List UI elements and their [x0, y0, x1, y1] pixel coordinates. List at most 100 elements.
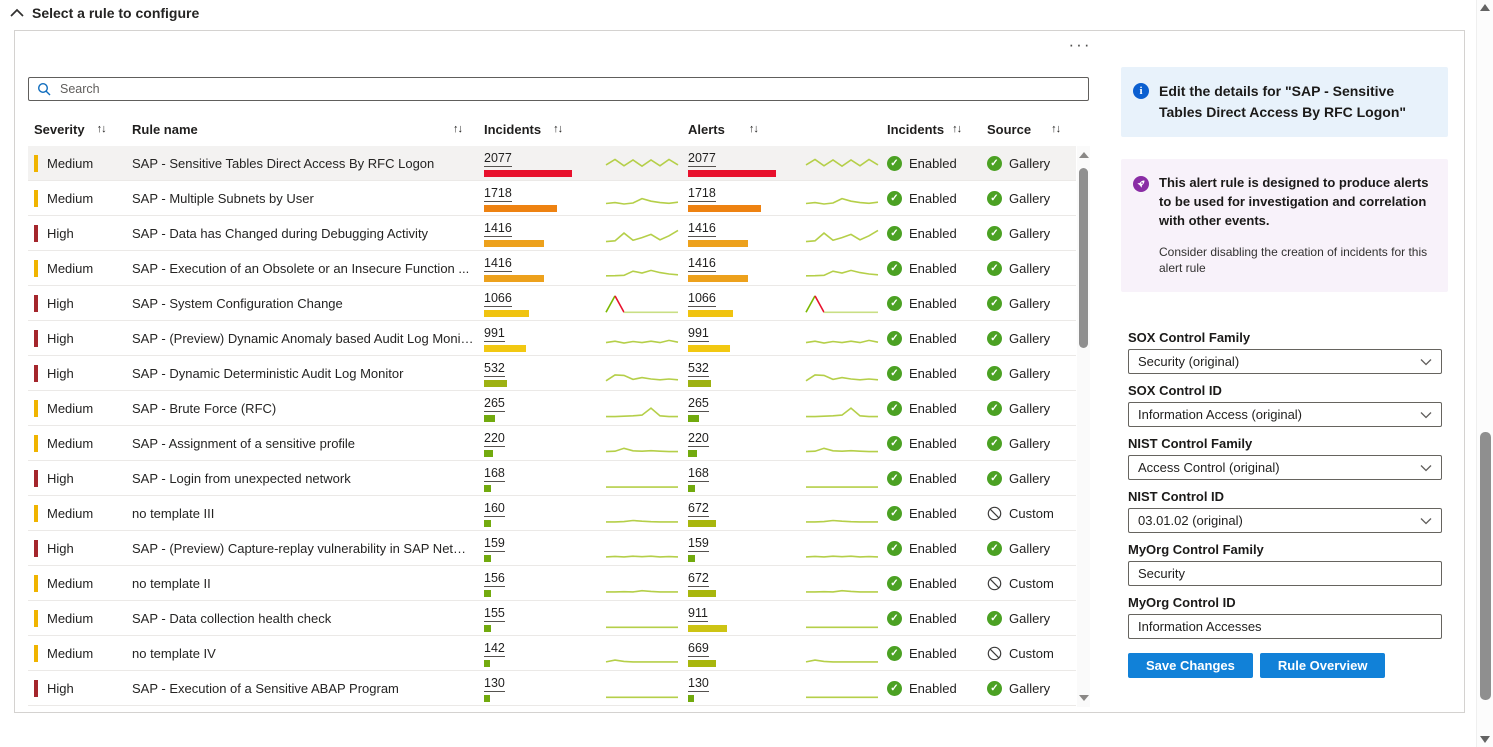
source-icon-slot: ✓	[987, 225, 1002, 241]
nist-control-family-label: NIST Control Family	[1128, 436, 1253, 452]
scroll-down-arrow-icon[interactable]	[1480, 736, 1490, 743]
table-row[interactable]: High SAP - (Preview) Capture-replay vuln…	[28, 531, 1076, 566]
table-row[interactable]: High SAP - Execution of a Sensitive ABAP…	[28, 671, 1076, 706]
search-input[interactable]	[58, 81, 1080, 97]
sort-icon[interactable]: ↑↓	[453, 123, 463, 135]
sox-control-family-dropdown[interactable]: Security (original)	[1128, 349, 1442, 375]
incidents-status-cell: ✓ Enabled	[887, 645, 987, 661]
incidents-sparkline	[602, 605, 688, 631]
nist-control-family-dropdown[interactable]: Access Control (original)	[1128, 455, 1442, 481]
incidents-sparkline	[602, 465, 688, 491]
scroll-down-arrow-icon[interactable]	[1079, 695, 1089, 701]
table-row[interactable]: Medium no template II 156 672 ✓ Enabled …	[28, 566, 1076, 601]
status-icon-slot: ✓	[887, 575, 902, 591]
table-scrollbar-thumb[interactable]	[1079, 168, 1088, 348]
column-header-incidents[interactable]: Incidents ↑↓	[484, 122, 602, 137]
control-fields: SOX Control Family Security (original) SOX…	[1128, 330, 1442, 640]
source-cell: ✓ Gallery	[987, 470, 1076, 486]
severity-cell: High	[28, 364, 132, 382]
source-icon-slot	[987, 506, 1002, 521]
incidents-status-cell: ✓ Enabled	[887, 155, 987, 171]
table-row[interactable]: Medium SAP - Multiple Subnets by User 17…	[28, 181, 1076, 216]
rule-name: SAP - Execution of an Obsolete or an Ins…	[132, 260, 470, 276]
table-row[interactable]: Medium SAP - Execution of an Obsolete or…	[28, 251, 1076, 286]
source-icon-slot: ✓	[987, 155, 1002, 171]
table-row[interactable]: High SAP - (Preview) Dynamic Anomaly bas…	[28, 321, 1076, 356]
incidents-value: 155	[484, 606, 505, 622]
sparkline-chart	[605, 339, 679, 344]
info-icon: i	[1133, 83, 1149, 99]
incidents-cell: 168	[484, 461, 602, 495]
table-row[interactable]: Medium no template IV 142 669 ✓ Enabled …	[28, 636, 1076, 671]
table-row[interactable]: Medium SAP - Sensitive Tables Direct Acc…	[28, 146, 1076, 181]
severity-cell: High	[28, 679, 132, 697]
sox-control-id-dropdown[interactable]: Information Access (original)	[1128, 402, 1442, 428]
sort-icon[interactable]: ↑↓	[553, 123, 563, 135]
incidents-cell: 160	[484, 496, 602, 530]
page-scrollbar-thumb[interactable]	[1480, 432, 1491, 700]
severity-cell: Medium	[28, 644, 132, 662]
column-header-severity[interactable]: Severity ↑↓	[28, 122, 132, 137]
table-row[interactable]: High SAP - System Configuration Change 1…	[28, 286, 1076, 321]
rule-overview-button[interactable]: Rule Overview	[1259, 653, 1386, 679]
gallery-check-icon: ✓	[987, 330, 1002, 346]
incidents-sparkline	[602, 255, 688, 281]
incidents-cell: 1718	[484, 181, 602, 215]
incidents-cell: 2077	[484, 146, 602, 180]
rules-table-body: Medium SAP - Sensitive Tables Direct Acc…	[28, 146, 1076, 707]
sort-icon[interactable]: ↑↓	[1051, 123, 1061, 135]
alerts-bar	[688, 590, 716, 597]
scroll-up-arrow-icon[interactable]	[1079, 152, 1089, 158]
sort-icon[interactable]: ↑↓	[748, 123, 759, 135]
incidents-cell: 142	[484, 636, 602, 670]
column-header-incidents-status[interactable]: Incidents ↑↓	[887, 122, 987, 137]
incidents-sparkline	[602, 570, 688, 596]
gallery-check-icon: ✓	[987, 260, 1002, 276]
rule-name: SAP - (Preview) Capture-replay vulnerabi…	[132, 540, 476, 556]
source-label: Custom	[1009, 505, 1054, 521]
alerts-sparkline	[802, 675, 887, 701]
collapse-chevron-icon[interactable]	[10, 8, 24, 18]
alerts-cell: 265	[688, 391, 802, 425]
more-options-button[interactable]: ···	[1068, 35, 1092, 54]
sort-icon[interactable]: ↑↓	[952, 123, 962, 135]
status-label: Enabled	[909, 470, 957, 486]
severity-label: High	[47, 680, 74, 696]
table-row[interactable]: High SAP - Data has Changed during Debug…	[28, 216, 1076, 251]
status-label: Enabled	[909, 505, 957, 521]
table-row[interactable]: Medium SAP - Assignment of a sensitive p…	[28, 426, 1076, 461]
enabled-check-icon: ✓	[887, 225, 902, 241]
save-changes-button[interactable]: Save Changes	[1128, 653, 1253, 679]
table-row[interactable]: Medium no template III 160 672 ✓ Enabled…	[28, 496, 1076, 531]
column-header-source[interactable]: Source ↑↓	[987, 122, 1076, 137]
table-row[interactable]: Medium SAP - Brute Force (RFC) 265 265 ✓…	[28, 391, 1076, 426]
field-group: NIST Control Family Access Control (origi…	[1128, 436, 1442, 481]
rule-name: SAP - Data has Changed during Debugging …	[132, 225, 429, 241]
myorg-control-id-input[interactable]	[1128, 614, 1442, 640]
table-row[interactable]: Medium SAP - Data collection health chec…	[28, 601, 1076, 636]
sparkline-chart	[805, 447, 878, 453]
table-header: Severity ↑↓ Rule name ↑↓ Incidents ↑↓ Al…	[28, 113, 1076, 145]
alerts-cell: 1416	[688, 216, 802, 250]
severity-cell: Medium	[28, 434, 132, 452]
severity-cell: Medium	[28, 399, 132, 417]
alerts-value: 672	[688, 501, 709, 517]
alerts-cell: 672	[688, 566, 802, 600]
page-scrollbar[interactable]	[1476, 0, 1493, 747]
incidents-value: 1416	[484, 221, 512, 237]
source-icon-slot: ✓	[987, 435, 1002, 451]
status-icon-slot: ✓	[887, 330, 902, 346]
table-row[interactable]: High SAP - Dynamic Deterministic Audit L…	[28, 356, 1076, 391]
myorg-control-family-input[interactable]	[1128, 561, 1442, 587]
source-label: Gallery	[1009, 470, 1051, 486]
gallery-check-icon: ✓	[987, 680, 1002, 696]
nist-control-id-dropdown[interactable]: 03.01.02 (original)	[1128, 508, 1442, 534]
scroll-up-arrow-icon[interactable]	[1480, 4, 1490, 11]
column-header-alerts[interactable]: Alerts ↑↓	[688, 122, 802, 137]
table-scrollbar[interactable]	[1077, 146, 1090, 707]
table-row[interactable]: High SAP - Login from unexpected network…	[28, 461, 1076, 496]
column-label: Severity	[34, 121, 85, 137]
sort-icon[interactable]: ↑↓	[96, 123, 107, 135]
column-header-rule-name[interactable]: Rule name ↑↓	[132, 122, 484, 137]
incidents-status-cell: ✓ Enabled	[887, 505, 987, 521]
